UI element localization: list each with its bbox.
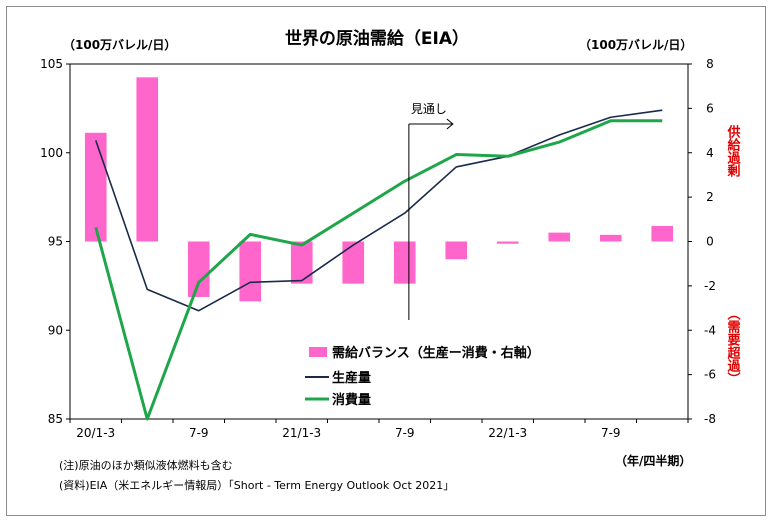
- bar-balance-4: [290, 241, 313, 284]
- y-right-tick-label: 6: [706, 101, 714, 115]
- legend: 需給バランス（生産ー消費・右軸） 生産量 消費量: [305, 345, 540, 408]
- y-left-unit: （100万バレル/日）: [63, 37, 176, 52]
- y-right-tick-label: 0: [706, 235, 714, 249]
- bar-balance-0: [84, 132, 107, 242]
- x-tick-label: 22/1-3: [488, 426, 527, 440]
- y-left-tick-label: 85: [48, 412, 63, 426]
- y-right-tick-label: -2: [704, 279, 716, 293]
- y-right-unit: （100万バレル/日）: [579, 37, 692, 52]
- plot-area: [69, 63, 689, 420]
- bar-balance-1: [136, 77, 159, 242]
- y-right-tick-label: 2: [706, 190, 714, 204]
- bar-balance-8: [496, 241, 519, 244]
- legend-swatch-balance: [309, 347, 327, 357]
- right-axis-label-deficit: （需要超過）: [725, 307, 742, 385]
- y-left-tick-label: 100: [40, 146, 63, 160]
- x-tick-label: 21/1-3: [282, 426, 321, 440]
- y-right-tick-label: 8: [706, 57, 714, 71]
- bar-balance-6: [393, 241, 416, 284]
- chart-svg: 世界の原油需給（EIA） （100万バレル/日） （100万バレル/日） 85 9…: [40, 28, 742, 492]
- y-right-tick-label: -6: [704, 368, 716, 382]
- legend-label-balance: 需給バランス（生産ー消費・右軸）: [332, 345, 540, 361]
- bar-balance-5: [342, 241, 365, 284]
- bar-balance-3: [239, 241, 262, 302]
- line-consumption: [94, 119, 663, 421]
- note-1: (注)原油のほか類似液体燃料も含む: [59, 458, 233, 472]
- bar-balance-2: [187, 241, 210, 297]
- forecast-arrowhead: [446, 118, 454, 130]
- bar-balance-10: [599, 234, 622, 242]
- chart-title: 世界の原油需給（EIA）: [285, 28, 469, 49]
- forecast-label: 見通し: [411, 102, 447, 116]
- chart-frame: 世界の原油需給（EIA） （100万バレル/日） （100万バレル/日） 85 9…: [6, 6, 766, 516]
- bar-balance-11: [651, 225, 674, 242]
- x-tick-label: 7-9: [601, 426, 621, 440]
- y-right-tick-label: 4: [706, 146, 714, 160]
- x-tick-label: 20/1-3: [76, 426, 115, 440]
- legend-label-consumption: 消費量: [332, 392, 371, 408]
- y-left-tick-label: 105: [40, 57, 63, 71]
- note-2: (資料)EIA（米エネルギー情報局）「Short - Term Energy O…: [59, 478, 454, 492]
- line-production: [94, 109, 663, 312]
- x-tick-label: 7-9: [395, 426, 415, 440]
- y-right-tick-label: -4: [704, 323, 716, 337]
- right-axis-label-surplus: 供給過剰: [725, 124, 742, 178]
- y-left-tick-label: 90: [48, 323, 63, 337]
- y-left-tick-label: 95: [48, 235, 63, 249]
- x-axis-unit: （年/四半期）: [615, 453, 691, 468]
- y-right-tick-label: -8: [704, 412, 716, 426]
- bar-balance-7: [445, 241, 468, 260]
- bar-balance-9: [548, 232, 571, 242]
- legend-label-production: 生産量: [332, 370, 371, 386]
- x-tick-label: 7-9: [189, 426, 209, 440]
